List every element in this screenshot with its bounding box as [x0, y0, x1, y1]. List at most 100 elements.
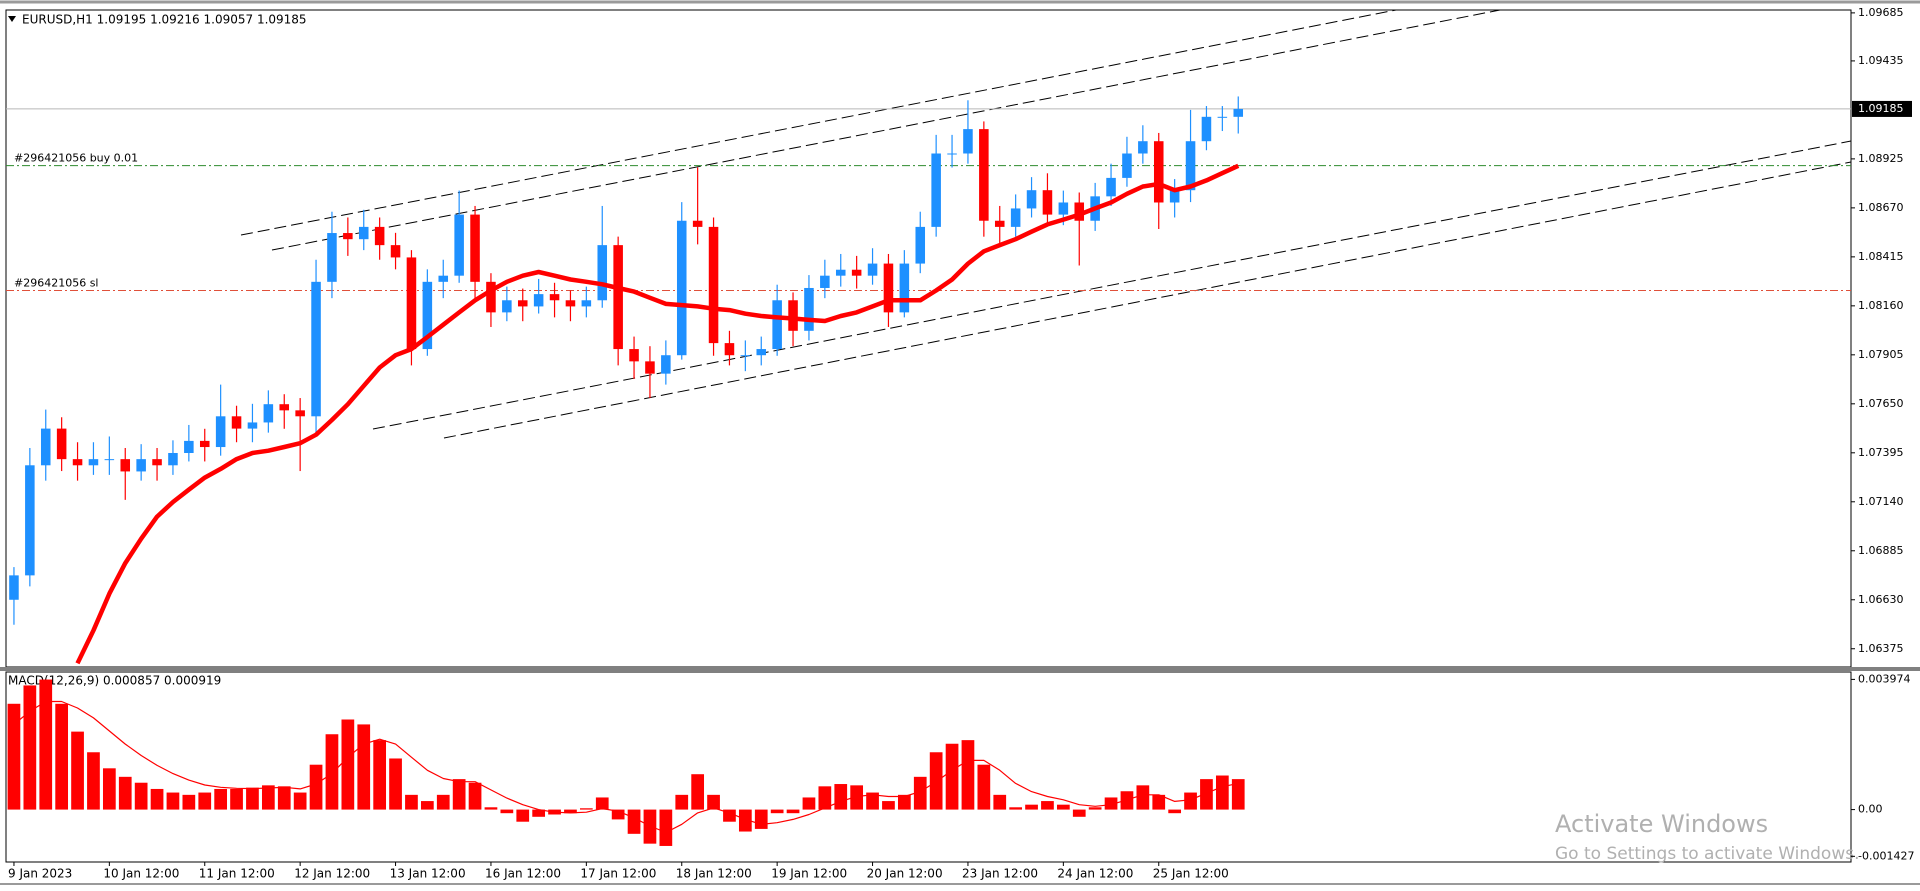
candle-body	[756, 349, 767, 356]
x-tick-label: 20 Jan 12:00	[867, 867, 943, 881]
macd-bar	[929, 752, 943, 810]
macd-bar	[993, 794, 1007, 810]
x-tick-label: 24 Jan 12:00	[1057, 867, 1133, 881]
x-tick-label: 10 Jan 12:00	[103, 867, 179, 881]
candle-body	[1217, 116, 1228, 118]
panel-separator	[0, 667, 1920, 671]
macd-bar	[564, 809, 577, 814]
macd-bar	[87, 752, 100, 810]
candle-body	[1153, 141, 1164, 203]
macd-bar	[675, 794, 689, 810]
signal-line	[13, 700, 1239, 834]
candle-body	[533, 294, 544, 307]
candle-body	[72, 459, 83, 466]
y-tick-label: 1.06630	[1858, 593, 1904, 606]
candle-body	[899, 263, 910, 313]
candle-body	[1074, 202, 1085, 221]
candle-body	[883, 263, 894, 313]
candle-body	[1042, 190, 1053, 215]
candle-body	[1122, 153, 1132, 178]
macd-bar	[1041, 801, 1054, 810]
macd-bar	[484, 807, 498, 810]
channel-line	[443, 161, 1852, 439]
y-tick-label: 0.003974	[1858, 672, 1911, 685]
macd-bar	[516, 809, 530, 822]
macd-bar	[1168, 809, 1182, 814]
macd-bar	[1152, 794, 1166, 810]
candle-body	[1169, 190, 1180, 203]
x-tick-label: 11 Jan 12:00	[199, 867, 275, 881]
candle-body	[867, 263, 878, 276]
candle-body	[136, 459, 146, 472]
macd-bar	[198, 792, 212, 810]
y-tick-label: 1.08925	[1858, 152, 1904, 165]
candle-body	[215, 416, 226, 448]
macd-bar	[357, 724, 371, 810]
candle-body	[56, 428, 67, 460]
candle-body	[613, 245, 623, 350]
macd-bar	[611, 809, 625, 820]
candle-body	[549, 294, 560, 301]
y-tick-label: 1.08670	[1858, 201, 1904, 214]
x-tick-label: 12 Jan 12:00	[294, 867, 370, 881]
candle-body	[327, 233, 337, 282]
candle-body	[263, 404, 274, 423]
candle-body	[1010, 208, 1021, 227]
candle-body	[438, 275, 449, 282]
candle-body	[994, 220, 1005, 227]
candle-body	[502, 300, 512, 313]
candle-body	[676, 220, 687, 356]
y-tick-label: 1.09435	[1858, 54, 1904, 67]
macd-bar	[770, 809, 784, 814]
macd-bar	[1104, 797, 1118, 810]
channel-line	[372, 140, 1852, 430]
x-tick-label: 16 Jan 12:00	[485, 867, 561, 881]
macd-bar	[452, 779, 466, 810]
macd-bar	[579, 808, 593, 810]
candle-body	[1026, 190, 1037, 209]
candle-body	[358, 226, 369, 240]
macd-bar	[913, 776, 927, 810]
candle-body	[247, 422, 258, 429]
macd-bar	[738, 809, 752, 832]
candle-body	[1201, 116, 1212, 142]
macd-bar	[293, 792, 307, 810]
macd-bar	[1200, 779, 1213, 810]
candle-body	[454, 214, 464, 276]
channel-line	[240, 9, 1397, 236]
candle-body	[406, 257, 417, 350]
macd-bar	[1184, 792, 1197, 810]
candle-body	[851, 269, 862, 276]
macd-bar	[627, 809, 641, 834]
macd-bar	[961, 740, 975, 810]
candle-body	[279, 404, 290, 411]
candle-body	[184, 440, 194, 453]
macd-bar	[309, 764, 323, 810]
macd-bar	[723, 809, 736, 822]
macd-bar	[532, 809, 546, 817]
candle-body	[629, 349, 639, 362]
y-tick-label: 1.09685	[1858, 6, 1904, 19]
y-tick-label: 1.06375	[1858, 642, 1904, 655]
candle-body	[390, 245, 401, 258]
candle-body	[120, 459, 131, 472]
macd-bar	[802, 797, 816, 810]
macd-bar	[389, 758, 402, 810]
candle-body	[1106, 177, 1116, 197]
menu-triangle[interactable]	[8, 16, 16, 22]
macd-bar	[341, 719, 355, 810]
x-tick-label: 13 Jan 12:00	[390, 867, 466, 881]
macd-bar	[754, 809, 768, 829]
trend-channel	[240, 9, 1852, 439]
macd-bar	[55, 703, 69, 810]
macd-bar	[500, 809, 514, 814]
candle-body	[9, 575, 19, 600]
candle-body	[470, 214, 480, 282]
macd-bar	[882, 801, 895, 810]
candle-body	[231, 416, 242, 429]
candle-body	[645, 361, 655, 374]
candle-body	[199, 440, 210, 448]
candle-body	[724, 343, 735, 356]
